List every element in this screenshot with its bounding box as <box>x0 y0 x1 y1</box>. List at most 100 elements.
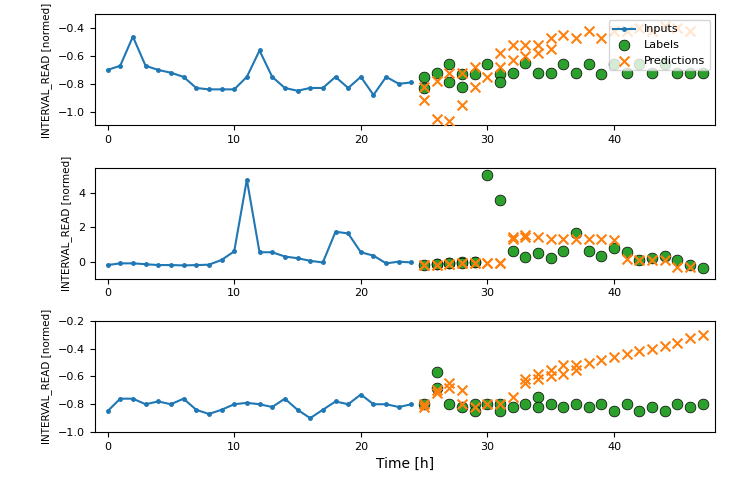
Inputs <box>407 401 416 407</box>
X-axis label: Time [h]: Time [h] <box>376 457 434 471</box>
Predictions <box>507 235 518 242</box>
Predictions <box>659 22 671 29</box>
Predictions <box>494 260 506 267</box>
Labels <box>570 69 582 76</box>
Predictions <box>494 260 506 267</box>
Inputs <box>382 261 391 266</box>
Predictions <box>444 384 456 391</box>
Labels <box>456 259 468 267</box>
Y-axis label: INTERVAL_READ [normed]: INTERVAL_READ [normed] <box>42 2 53 138</box>
Predictions <box>469 260 480 267</box>
Labels <box>469 259 480 266</box>
Predictions <box>532 233 544 240</box>
Predictions <box>684 263 696 271</box>
Predictions <box>570 34 582 42</box>
Labels <box>456 259 468 266</box>
Predictions <box>634 348 645 355</box>
Predictions <box>469 260 480 267</box>
Inputs <box>280 253 289 259</box>
Predictions <box>672 263 683 271</box>
Predictions <box>684 334 696 341</box>
Inputs <box>204 411 213 417</box>
Inputs <box>382 74 391 80</box>
Predictions <box>621 27 633 35</box>
Predictions <box>507 41 518 49</box>
Predictions <box>456 101 468 108</box>
Predictions <box>634 24 645 32</box>
Labels <box>431 260 442 268</box>
Predictions <box>418 400 430 408</box>
Inputs <box>293 407 302 413</box>
Predictions <box>431 386 442 394</box>
Labels <box>532 249 544 257</box>
Predictions <box>583 235 595 242</box>
Inputs <box>369 92 378 98</box>
Predictions <box>646 27 658 35</box>
Labels <box>558 403 569 411</box>
Predictions <box>444 260 456 268</box>
Inputs <box>255 48 264 53</box>
Predictions <box>558 235 569 242</box>
Predictions <box>570 361 582 369</box>
Labels <box>659 408 671 415</box>
Labels <box>583 60 595 68</box>
Inputs <box>280 85 289 91</box>
Predictions <box>444 260 456 268</box>
Inputs <box>217 86 226 92</box>
Inputs <box>128 396 137 402</box>
Inputs <box>141 63 150 69</box>
Labels <box>444 60 456 68</box>
Predictions <box>583 359 595 366</box>
Labels <box>520 400 531 408</box>
Inputs <box>280 396 289 402</box>
Labels <box>482 400 493 408</box>
Predictions <box>418 261 430 269</box>
Labels <box>608 60 620 68</box>
Labels <box>545 69 556 76</box>
Inputs <box>407 260 416 265</box>
Predictions <box>545 366 556 373</box>
Predictions <box>545 34 556 42</box>
Predictions <box>545 45 556 53</box>
Inputs <box>306 415 315 421</box>
Labels <box>608 244 620 252</box>
Labels <box>494 79 506 86</box>
Inputs <box>141 261 150 267</box>
Inputs <box>344 230 353 236</box>
Labels <box>697 400 709 408</box>
Predictions <box>520 41 531 49</box>
Labels <box>672 69 683 76</box>
Labels <box>507 403 518 411</box>
Labels <box>431 369 442 376</box>
Inputs <box>268 74 277 80</box>
Predictions <box>558 370 569 378</box>
Inputs <box>166 401 175 407</box>
Labels <box>418 261 430 269</box>
Predictions <box>596 34 607 42</box>
Labels <box>469 400 480 408</box>
Labels <box>469 408 480 415</box>
Predictions <box>596 356 607 364</box>
Labels <box>482 60 493 68</box>
Line: Inputs: Inputs <box>106 35 413 96</box>
Predictions <box>482 260 493 267</box>
Labels <box>507 248 518 255</box>
Predictions <box>520 375 531 383</box>
Predictions <box>469 403 480 411</box>
Predictions <box>558 361 569 369</box>
Labels <box>482 171 493 179</box>
Inputs <box>230 86 239 92</box>
Predictions <box>418 83 430 90</box>
Predictions <box>608 27 620 35</box>
Labels <box>659 60 671 68</box>
Labels <box>672 256 683 264</box>
Inputs <box>293 88 302 94</box>
Labels <box>532 69 544 76</box>
Inputs <box>293 255 302 261</box>
Inputs <box>306 258 315 264</box>
Inputs <box>103 67 112 73</box>
Labels <box>444 79 456 86</box>
Inputs <box>192 407 201 413</box>
Predictions <box>444 118 456 125</box>
Labels <box>583 403 595 411</box>
